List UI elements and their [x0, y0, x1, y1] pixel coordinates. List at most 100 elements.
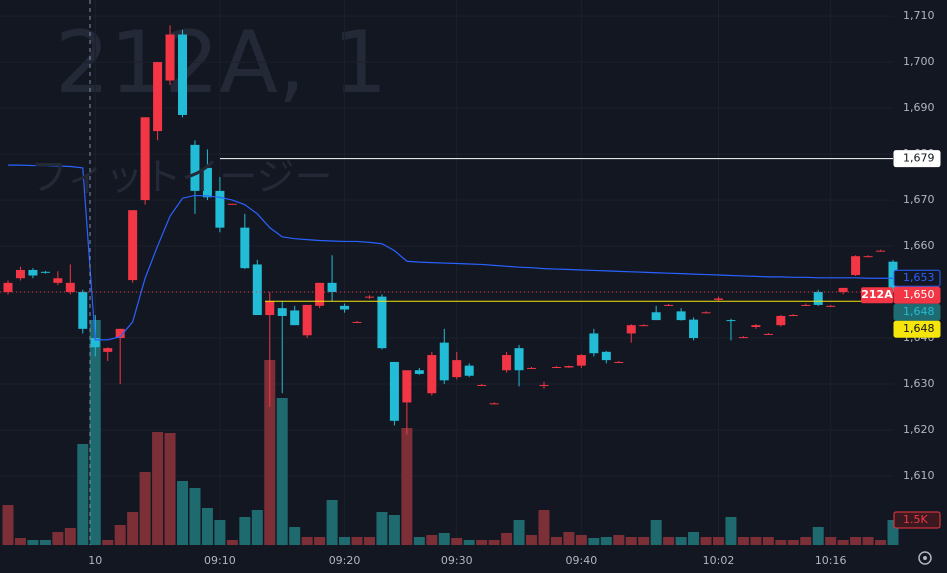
candle-body [90, 338, 100, 348]
volume-bar [64, 528, 76, 545]
candle-body [826, 305, 836, 307]
x-tick-label: 09:30 [441, 554, 473, 567]
candle-body [215, 190, 225, 228]
candle-body [28, 269, 38, 276]
volume-bar [588, 538, 600, 545]
volume-bar [27, 540, 39, 545]
candle-body [153, 62, 163, 132]
volume-bar [189, 488, 201, 545]
volume-bar [413, 537, 425, 545]
volume-bar [775, 540, 787, 545]
candle-body [813, 292, 823, 305]
x-tick-label: 10:16 [815, 554, 847, 567]
y-tick-label: 1,710 [903, 9, 935, 22]
candle-body [315, 282, 325, 306]
volume-bar [638, 537, 650, 545]
price-tag-label: 1,648 [903, 322, 935, 335]
candle-body [277, 308, 287, 316]
volume-bar [526, 535, 538, 545]
volume-bar [388, 515, 400, 545]
volume-bar [825, 537, 837, 545]
candle-body [639, 325, 649, 327]
candle-body [576, 355, 586, 366]
volume-bar [625, 537, 637, 545]
volume-bar [750, 537, 762, 545]
candle-body [290, 310, 300, 326]
candle-body [776, 315, 786, 326]
candle-body [178, 34, 188, 115]
candle-body [402, 370, 412, 403]
candle-body [502, 355, 512, 371]
volume-bar [289, 527, 301, 545]
volume-bar [663, 537, 675, 545]
volume-bar [102, 540, 114, 545]
candle-body [190, 144, 200, 191]
candle-body [414, 370, 424, 374]
price-tag [893, 303, 941, 321]
candle-body [626, 325, 636, 334]
volume-bar [339, 537, 351, 545]
volume-bar [114, 525, 126, 545]
volume-bar [613, 535, 625, 545]
volume-bar [476, 540, 488, 545]
volume-bar [438, 533, 450, 545]
candle-body [15, 269, 25, 279]
volume-bar [451, 538, 463, 545]
candle-body [551, 367, 561, 369]
candle-body [53, 278, 63, 283]
x-tick-label: 10:02 [703, 554, 735, 567]
volume-bar [575, 535, 587, 545]
candle-body [227, 203, 237, 205]
candle-body [863, 256, 873, 258]
candle-body [377, 296, 387, 349]
settings-icon[interactable] [918, 551, 932, 565]
volume-bar [426, 535, 438, 545]
volume-bar [164, 433, 176, 545]
candle-body [3, 282, 13, 293]
candle-body [489, 403, 499, 405]
candle-body [888, 261, 898, 293]
y-tick-label: 1,610 [903, 469, 935, 482]
price-tag-label: 1,648 [903, 305, 935, 318]
volume-bar [862, 537, 874, 545]
candle-body [128, 210, 138, 281]
volume-bar [837, 540, 849, 545]
price-tag [893, 286, 941, 304]
y-tick-label: 1,630 [903, 377, 935, 390]
y-tick-label: 1,700 [903, 55, 935, 68]
volume-bar [513, 520, 525, 545]
candle-body [851, 256, 861, 276]
volume-bar [226, 540, 238, 545]
candle-body [614, 361, 624, 363]
plot [0, 25, 899, 545]
volume-bar [152, 432, 164, 545]
candle-body [103, 348, 113, 352]
volume-bar [501, 533, 513, 545]
candle-body [738, 337, 748, 339]
candle-body [664, 304, 674, 306]
volume-bar [650, 520, 662, 545]
candle-body [676, 311, 686, 321]
volume-bar [326, 500, 338, 545]
volume-tag [893, 511, 941, 529]
volume-bar [737, 537, 749, 545]
candle-body [726, 320, 736, 322]
x-tick-label: 09:40 [566, 554, 598, 567]
price-tag-label: 1,650 [903, 288, 935, 301]
candle-body [763, 333, 773, 335]
candle-body [801, 304, 811, 306]
volume-bar [787, 540, 799, 545]
vwap-line [8, 164, 893, 341]
volume-bar [139, 472, 151, 545]
volume-bar [550, 537, 562, 545]
candle-body [651, 312, 661, 321]
volume-bar [2, 505, 14, 545]
volume-bar [675, 537, 687, 545]
volume-bar [725, 517, 737, 545]
y-tick-label: 1,690 [903, 101, 935, 114]
volume-bar [264, 360, 276, 545]
volume-bar [376, 512, 388, 545]
candle-body [364, 296, 374, 298]
volume-bar [314, 537, 326, 545]
